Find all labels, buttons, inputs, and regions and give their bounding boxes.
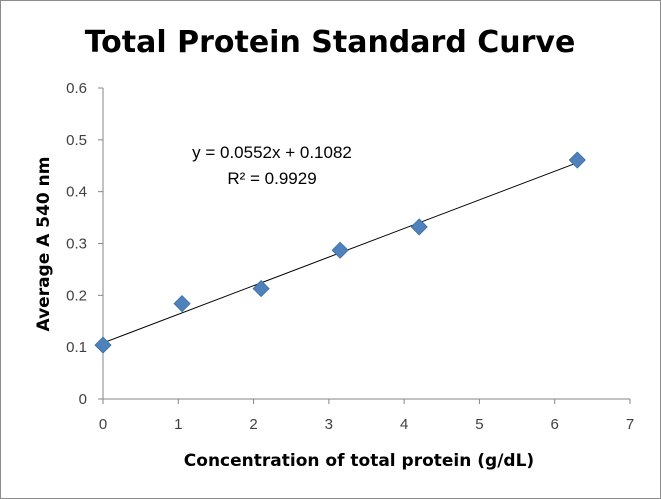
data-point — [568, 151, 586, 169]
x-tick-label: 6 — [551, 416, 559, 433]
y-tick-label: 0.1 — [66, 339, 87, 356]
x-tick-label: 2 — [249, 416, 257, 433]
y-tick-label: 0 — [79, 391, 87, 408]
trendline-equation: y = 0.0552x + 0.1082 — [192, 143, 352, 162]
y-tick-label: 0.5 — [66, 132, 87, 149]
data-point — [331, 241, 349, 259]
x-tick-label: 1 — [174, 416, 182, 433]
data-point — [94, 336, 112, 354]
y-tick-label: 0.4 — [66, 184, 87, 201]
data-point — [252, 280, 270, 298]
x-axis-label: Concentration of total protein (g/dL) — [184, 451, 534, 471]
chart-title: Total Protein Standard Curve — [85, 25, 576, 60]
x-tick-label: 0 — [99, 416, 107, 433]
y-tick-labels: 0 0.1 0.2 0.3 0.4 0.5 0.6 — [66, 80, 87, 408]
x-tick-label: 4 — [400, 416, 408, 433]
data-points — [94, 151, 586, 354]
x-tick-labels: 0 1 2 3 4 5 6 7 — [99, 416, 634, 433]
y-tick-label: 0.3 — [66, 236, 87, 253]
y-axis-label: Average A 540 nm — [34, 157, 54, 332]
data-point — [410, 218, 428, 236]
y-tick-label: 0.6 — [66, 80, 87, 97]
x-tick-label: 3 — [325, 416, 333, 433]
data-point — [173, 295, 191, 313]
x-tick-label: 7 — [626, 416, 634, 433]
y-tick-label: 0.2 — [66, 287, 87, 304]
x-tick-label: 5 — [475, 416, 483, 433]
r-squared-label: R² = 0.9929 — [227, 169, 316, 188]
axes — [98, 87, 631, 404]
